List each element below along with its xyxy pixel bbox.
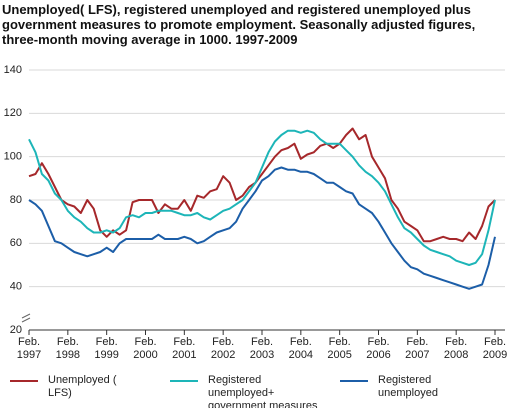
chart-title: Unemployed( LFS), registered unemployed … — [2, 2, 476, 47]
y-tick-label: 100 — [4, 151, 22, 163]
legend-item: Registered unemployed+ government measur… — [170, 374, 330, 408]
legend-label: Registered unemployed+ government measur… — [208, 374, 318, 408]
y-tick-label: 20 — [10, 324, 22, 336]
data-line — [28, 166, 496, 290]
x-tick-label: Feb. 2001 — [172, 336, 197, 361]
x-tick-label: Feb. 2005 — [327, 336, 352, 361]
legend-swatch — [10, 380, 38, 382]
x-tick-label: Feb. 1998 — [55, 336, 81, 361]
y-tick-label: 40 — [10, 281, 22, 293]
x-tick-label: Feb. 1999 — [94, 336, 119, 361]
axis-break — [21, 313, 31, 323]
data-line — [28, 127, 496, 243]
x-tick-label: Feb. 2003 — [249, 336, 275, 361]
data-line — [28, 129, 496, 266]
legend-label: Registered unemployed — [378, 374, 438, 399]
x-tick-label: Feb. 2008 — [443, 336, 469, 361]
y-tick-label: 60 — [10, 237, 22, 249]
x-tick-label: Feb. 1997 — [16, 336, 42, 361]
x-tick-label: Feb. 2006 — [366, 336, 391, 361]
legend-label: Unemployed ( LFS) — [48, 374, 117, 399]
y-tick-label: 80 — [10, 194, 22, 206]
legend-swatch — [170, 380, 198, 382]
x-tick-label: Feb. 2009 — [482, 336, 508, 361]
legend-item: Registered unemployed — [340, 374, 470, 400]
x-tick-label: Feb. 2002 — [210, 336, 236, 361]
x-tick-label: Feb. 2007 — [405, 336, 430, 361]
x-tick-label: Feb. 2000 — [133, 336, 158, 361]
x-tick-label: Feb. 2004 — [288, 336, 314, 361]
y-tick-label: 140 — [4, 64, 22, 76]
y-tick-label: 120 — [4, 107, 22, 119]
legend-swatch — [340, 380, 368, 382]
legend-item: Unemployed ( LFS) — [10, 374, 140, 400]
